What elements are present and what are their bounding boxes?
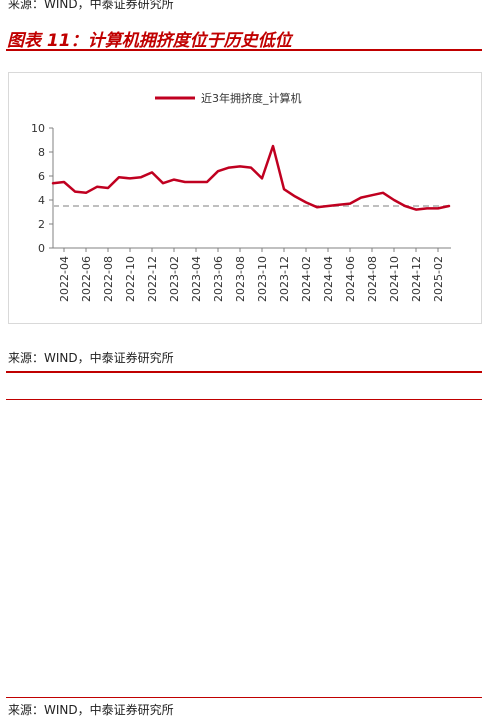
figure-title: 图表 11：计算机拥挤度位于历史低位 [7, 31, 292, 51]
y-tick-label: 6 [38, 170, 45, 183]
y-tick-label: 0 [38, 242, 45, 255]
x-tick-label: 2024-12 [410, 256, 423, 302]
x-tick-label: 2022-10 [124, 256, 137, 302]
y-tick-label: 2 [38, 218, 45, 231]
top-source-note: 来源：WIND，中泰证券研究所 [8, 0, 174, 11]
axes: 0 2 4 6 8 10 2022-04 2022-06 2022-08 2022-10 2022-… [31, 122, 451, 302]
x-tick-label: 2023-10 [256, 256, 269, 302]
chart-source-note: 来源：WIND，中泰证券研究所 [8, 351, 174, 365]
x-tick-label: 2022-08 [102, 256, 115, 302]
legend-label: 近3年拥挤度_计算机 [201, 91, 302, 105]
crowding-line-chart: 近3年拥挤度_计算机 0 2 4 6 8 10 2022-04 2022-06 2022-08 2… [31, 91, 451, 302]
legend: 近3年拥挤度_计算机 [155, 91, 302, 105]
series-line-computer-crowding [51, 144, 451, 211]
y-tick-label: 10 [31, 122, 45, 135]
series-layer [51, 144, 451, 211]
x-tick-label: 2022-12 [146, 256, 159, 302]
next-figure-bottom-rule [6, 697, 482, 698]
x-tick-label: 2024-08 [366, 256, 379, 302]
x-tick-label: 2023-08 [234, 256, 247, 302]
source-divider [6, 371, 482, 373]
x-tick-label: 2023-06 [212, 256, 225, 302]
x-tick-label: 2023-02 [168, 256, 181, 302]
y-tick-label: 8 [38, 146, 45, 159]
x-tick-label: 2022-06 [80, 256, 93, 302]
x-tick-label: 2024-04 [322, 256, 335, 302]
x-tick-label: 2024-02 [300, 256, 313, 302]
title-divider [6, 49, 482, 51]
bottom-source-note: 来源：WIND，中泰证券研究所 [8, 703, 174, 717]
y-tick-label: 4 [38, 194, 45, 207]
x-tick-label: 2024-10 [388, 256, 401, 302]
x-tick-label: 2025-02 [432, 256, 445, 302]
x-tick-label: 2024-06 [344, 256, 357, 302]
x-tick-label: 2022-04 [58, 256, 71, 302]
next-figure-top-rule [6, 399, 482, 400]
x-tick-label: 2023-12 [278, 256, 291, 302]
x-tick-label: 2023-04 [190, 256, 203, 302]
chart-container: 近3年拥挤度_计算机 0 2 4 6 8 10 2022-04 2022-06 2022-08 2… [8, 72, 482, 324]
